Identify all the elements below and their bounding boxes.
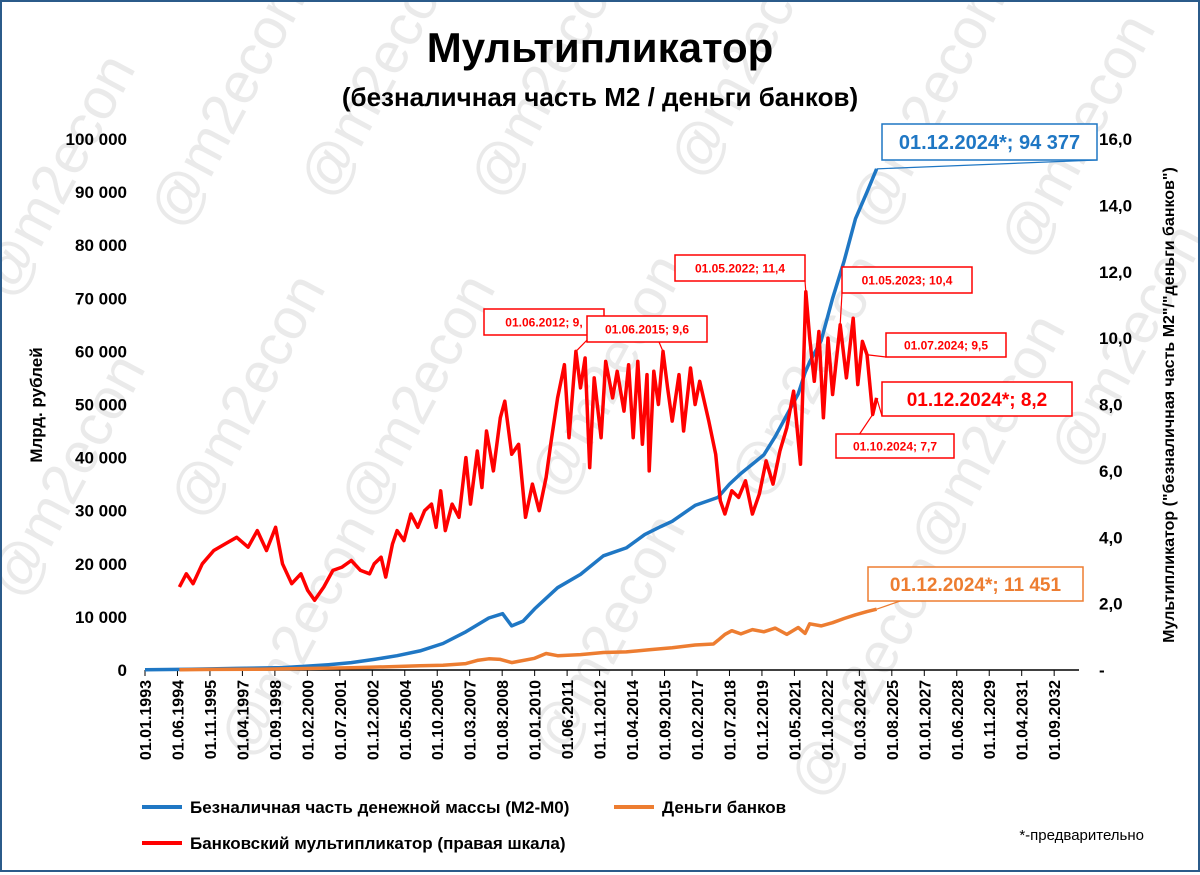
legend-label: Деньги банков xyxy=(662,798,786,817)
y-right-tick-label: 10,0 xyxy=(1099,329,1132,348)
x-tick-label: 01.05.2004 xyxy=(398,680,415,760)
x-tick-label: 01.11.1995 xyxy=(203,680,220,759)
chart-subtitle: (безналичная часть М2 / деньги банков) xyxy=(342,82,858,112)
y-left-tick-label: 60 000 xyxy=(75,342,127,361)
x-tick-label: 01.08.2025 xyxy=(885,680,902,760)
x-tick-label: 01.05.2021 xyxy=(787,680,804,760)
annotation-leader xyxy=(866,354,887,358)
watermark-text: @m2econ xyxy=(156,263,338,528)
annotation-leader xyxy=(839,292,843,325)
y-left-tick-label: 10 000 xyxy=(75,608,127,627)
y-right-tick-label: - xyxy=(1099,661,1105,680)
x-tick-label: 01.03.2024 xyxy=(852,680,869,760)
footnote: *-предварительно xyxy=(1019,827,1144,844)
annotation-box xyxy=(835,433,955,459)
x-tick-label: 01.09.1998 xyxy=(268,680,285,760)
series-line-2 xyxy=(179,607,878,672)
y-left-tick-label: 50 000 xyxy=(75,396,127,415)
x-tick-label: 01.07.2001 xyxy=(333,680,350,760)
x-tick-label: 01.01.1993 xyxy=(138,680,155,760)
annotation-leader xyxy=(804,280,807,292)
legend-label: Безналичная часть денежной массы (М2-М0) xyxy=(190,798,569,817)
y-right-tick-label: 12,0 xyxy=(1099,263,1132,282)
series-line-3 xyxy=(177,289,879,603)
x-tick-label: 01.12.2019 xyxy=(755,680,772,760)
x-tick-label: 01.06.1994 xyxy=(170,680,187,760)
y-left-tick-label: 90 000 xyxy=(75,183,127,202)
watermark-text: @m2econ xyxy=(136,2,318,238)
annotation-leader xyxy=(859,414,874,435)
legend-label: Банковский мультипликатор (правая шкала) xyxy=(190,834,566,853)
annotation-label: 01.12.2024*; 94 377 xyxy=(899,132,1080,154)
annotation-leader xyxy=(658,341,664,352)
x-tick-label: 01.12.2002 xyxy=(365,680,382,760)
y-left-tick-label: 40 000 xyxy=(75,449,127,468)
x-tick-label: 01.04.2014 xyxy=(625,680,642,760)
annotation-label: 01.05.2022; 11,4 xyxy=(695,261,785,275)
legend: Безналичная часть денежной массы (М2-М0)… xyxy=(142,798,786,853)
x-tick-label: 01.06.2028 xyxy=(950,680,967,760)
annotation-box xyxy=(867,566,1084,602)
annotation-box xyxy=(881,123,1098,161)
y-right-tick-label: 6,0 xyxy=(1099,462,1123,481)
annotation-box xyxy=(885,332,1007,358)
x-tick-label: 01.11.2012 xyxy=(593,680,610,759)
annotation-box xyxy=(483,308,605,336)
annotation-label: 01.07.2024; 9,5 xyxy=(904,338,988,352)
y-left-tick-label: 80 000 xyxy=(75,236,127,255)
annotation-label: 01.12.2024*; 8,2 xyxy=(907,390,1048,411)
y-left-tick-label: 30 000 xyxy=(75,502,127,521)
annotation-label: 01.05.2023; 10,4 xyxy=(862,273,953,287)
y-right-tick-label: 8,0 xyxy=(1099,396,1123,415)
annotation-label: 01.06.2012; 9, xyxy=(505,315,582,329)
y-left-tick-label: 20 000 xyxy=(75,555,127,574)
y-right-tick-label: 14,0 xyxy=(1099,196,1132,215)
y-right-tick-label: 4,0 xyxy=(1099,528,1123,547)
annotation-leader xyxy=(876,600,901,610)
chart-title: Мультипликатор xyxy=(427,24,774,71)
annotation-layer: 01.12.2024*; 94 377 01.12.2024*; 11 451 01… xyxy=(483,123,1098,610)
y-right-tick-label: 16,0 xyxy=(1099,130,1132,149)
series-line-1 xyxy=(144,168,879,672)
x-tick-label: 01.10.2022 xyxy=(820,680,837,760)
y-axis-left-label: Млрд. рублей xyxy=(27,347,46,462)
annotation-label: 01.10.2024; 7,7 xyxy=(853,439,937,453)
y-left-tick-label: 70 000 xyxy=(75,289,127,308)
y-left-tick-label: 0 xyxy=(118,661,127,680)
x-tick-label: 01.01.2027 xyxy=(917,680,934,760)
y-left-tick-label: 100 000 xyxy=(66,130,127,149)
x-tick-label: 01.03.2007 xyxy=(463,680,480,760)
x-tick-label: 01.10.2005 xyxy=(430,680,447,760)
axes: 0 10 000 20 000 30 000 40 000 50 000 60 000 70 … xyxy=(66,130,1133,760)
x-tick-label: 01.06.2011 xyxy=(560,680,577,759)
x-tick-label: 01.08.2008 xyxy=(495,680,512,760)
x-tick-label: 01.02.2000 xyxy=(300,680,317,760)
y-axis-right-label: Мультипликатор ("безналичная часть М2"/"… xyxy=(1161,167,1178,643)
x-tick-label: 01.11.2029 xyxy=(982,680,999,759)
x-tick-label: 01.09.2015 xyxy=(658,680,675,760)
x-tick-label: 01.02.2017 xyxy=(690,680,707,760)
annotation-label: 01.06.2015; 9,6 xyxy=(605,322,689,336)
x-tick-label: 01.09.2032 xyxy=(1047,680,1064,760)
annotation-leader xyxy=(876,159,1098,170)
watermark-text: @m2econ xyxy=(206,503,388,768)
y-right-tick-label: 2,0 xyxy=(1099,595,1123,614)
watermark-text: @m2econ xyxy=(2,43,148,308)
x-tick-label: 01.01.2010 xyxy=(528,680,545,760)
annotation-box xyxy=(674,254,806,282)
annotation-label: 01.12.2024*; 11 451 xyxy=(890,575,1062,596)
annotation-box xyxy=(586,315,708,343)
series-layer xyxy=(144,168,879,672)
x-tick-label: 01.04.1997 xyxy=(235,680,252,760)
x-tick-label: 01.04.2031 xyxy=(1015,680,1032,760)
annotation-box xyxy=(841,266,973,294)
annotation-leader xyxy=(876,397,883,417)
annotation-box xyxy=(881,381,1073,417)
x-tick-label: 01.07.2018 xyxy=(722,680,739,760)
